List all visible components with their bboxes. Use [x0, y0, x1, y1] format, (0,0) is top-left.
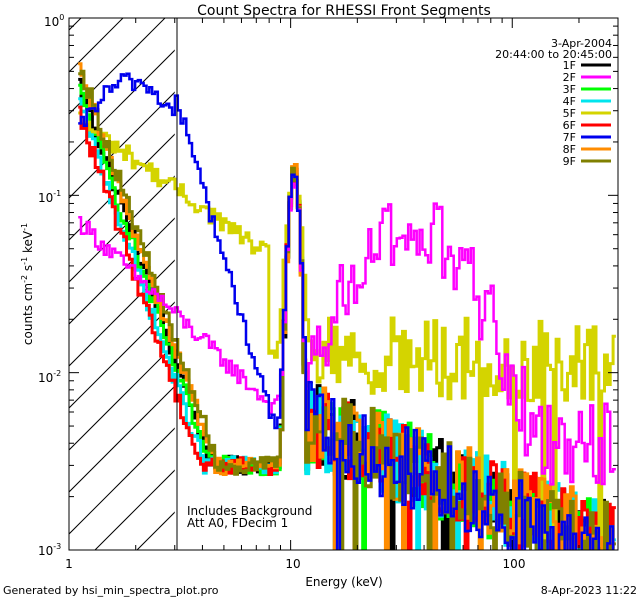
legend-label-8F: 8F — [563, 143, 576, 156]
series-line-5F — [78, 111, 616, 550]
hatch-line — [69, 91, 175, 199]
y-axis-label: counts cm-2 s-1 keV-1 — [20, 223, 35, 345]
hatch-line — [69, 18, 166, 115]
legend-label-6F: 6F — [563, 119, 576, 132]
hatch-line — [69, 217, 175, 325]
hatch-line — [69, 385, 175, 493]
footer-generated-by: Generated by hsi_min_spectra_plot.pro — [3, 584, 219, 597]
y-tick-label-1e-3: 10-3 — [38, 542, 61, 558]
time-range-label: 20:44:00 to 20:45:00 — [495, 48, 612, 61]
annotation-attenuator: Att A0, FDecim 1 — [187, 516, 288, 530]
legend-label-4F: 4F — [563, 95, 576, 108]
annotation-background: Includes Background — [187, 504, 312, 518]
y-tick-label-1e-2: 10-2 — [38, 369, 61, 385]
legend-label-3F: 3F — [563, 83, 576, 96]
chart-title: Count Spectra for RHESSI Front Segments — [197, 3, 491, 19]
x-tick-label-10: 10 — [285, 557, 300, 571]
legend-label-7F: 7F — [563, 131, 576, 144]
plot-frame — [68, 17, 619, 551]
x-tick-label-100: 100 — [503, 557, 526, 571]
legend-label-2F: 2F — [563, 71, 576, 84]
date-label: 3-Apr-2004 — [551, 37, 612, 50]
axis-ticks — [68, 17, 619, 551]
series-line-2F — [78, 182, 616, 486]
legend-label-1F: 1F — [563, 59, 576, 72]
y-tick-label-1e0: 100 — [44, 13, 64, 29]
legend-label-9F: 9F — [563, 155, 576, 168]
hatch-line — [69, 427, 175, 535]
legend-label-5F: 5F — [563, 107, 576, 120]
x-tick-label-1: 1 — [65, 557, 73, 571]
footer-timestamp: 8-Apr-2023 11:22 — [541, 584, 637, 597]
x-axis-label: Energy (keV) — [305, 575, 382, 589]
y-tick-label-1e-1: 10-1 — [38, 189, 61, 205]
hatch-line — [69, 49, 175, 157]
series-line-7F — [78, 72, 615, 550]
